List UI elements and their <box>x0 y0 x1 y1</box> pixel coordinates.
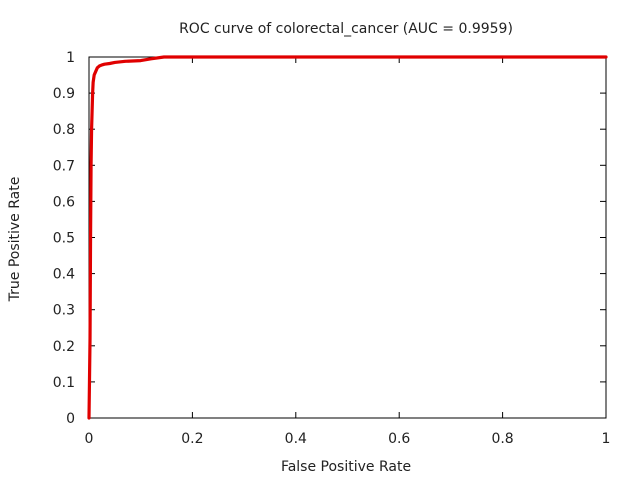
y-tick-label: 0.2 <box>53 339 75 355</box>
x-tick-label: 1 <box>602 431 611 447</box>
plot-frame <box>88 56 607 419</box>
x-axis-ticks: 0 0.2 0.4 0.6 0.8 1 <box>85 57 611 447</box>
x-tick-label: 0 <box>85 431 94 447</box>
y-tick-label: 0.1 <box>53 375 75 391</box>
y-tick-label: 0.7 <box>53 158 75 174</box>
y-tick-label: 0.4 <box>53 267 75 283</box>
x-axis-label: False Positive Rate <box>281 459 411 475</box>
y-tick-label: 0 <box>66 411 75 427</box>
y-tick-label: 0.5 <box>53 231 75 247</box>
y-tick-label: 0.6 <box>53 194 75 210</box>
x-tick-label: 0.8 <box>491 431 513 447</box>
y-tick-label: 0.9 <box>53 86 75 102</box>
x-tick-label: 0.6 <box>388 431 410 447</box>
y-tick-label: 0.3 <box>53 303 75 319</box>
roc-curve-line <box>87 55 608 420</box>
x-tick-label: 0.2 <box>181 431 203 447</box>
y-tick-label: 0.8 <box>53 122 75 138</box>
x-tick-label: 0.4 <box>285 431 307 447</box>
chart-title: ROC curve of colorectal_cancer (AUC = 0.… <box>179 21 513 37</box>
y-axis-label: True Positive Rate <box>7 177 23 303</box>
y-axis-ticks: 0 0.1 0.2 0.3 0.4 0.5 0.6 0.7 0.8 0.9 1 <box>53 50 606 427</box>
series-layer <box>87 55 608 420</box>
y-tick-label: 1 <box>66 50 75 66</box>
plot-area: 0 0.1 0.2 0.3 0.4 0.5 0.6 0.7 0.8 0.9 1 0 0.2 0.4 0.6… <box>53 50 611 447</box>
